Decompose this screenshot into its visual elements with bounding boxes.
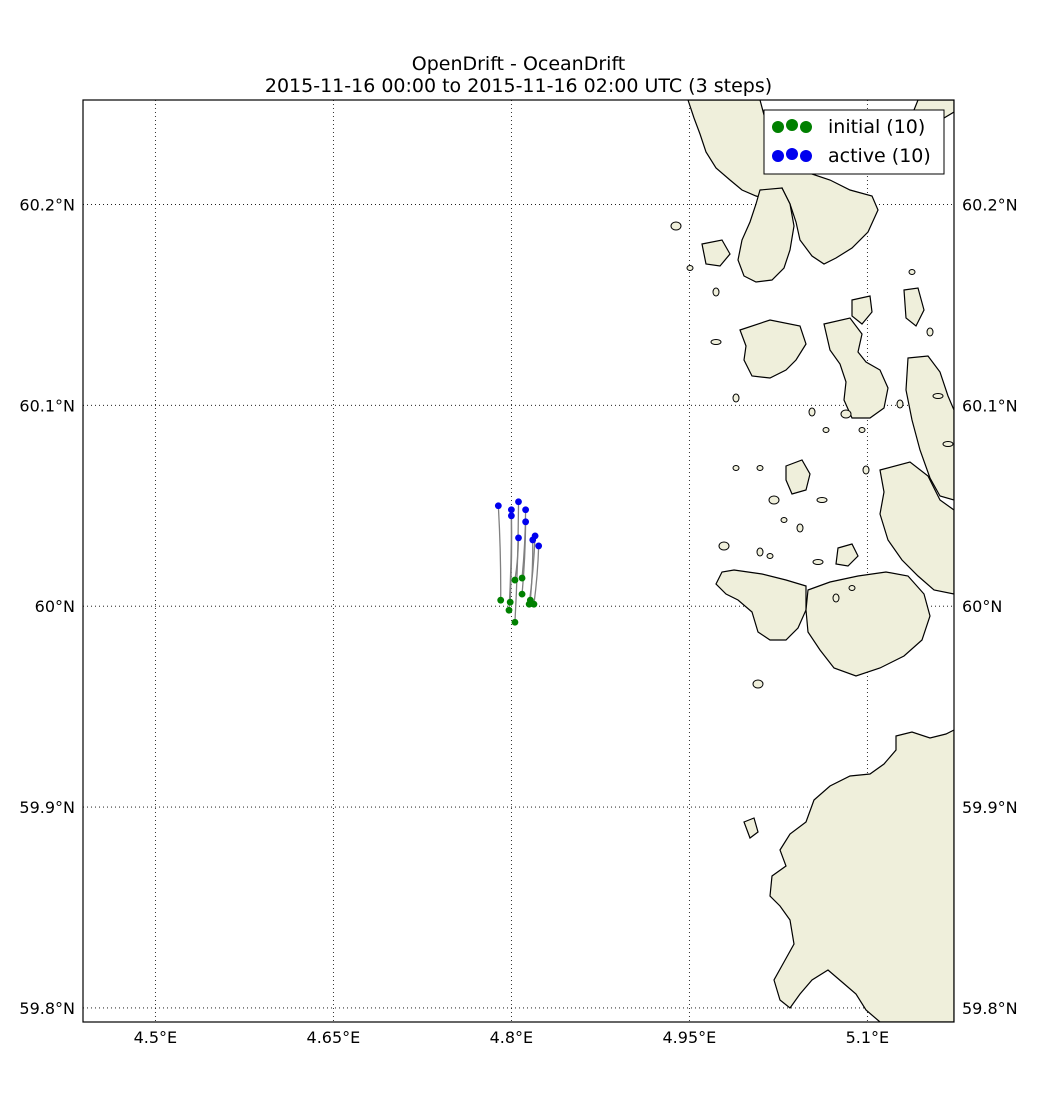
islet (848, 585, 856, 591)
islet (942, 441, 954, 447)
y-tick-label-left: 59.8°N (19, 999, 75, 1018)
active-point (535, 542, 543, 550)
islet (832, 593, 840, 603)
y-tick-label-right: 59.9°N (962, 798, 1018, 817)
y-tick-label-left: 60.2°N (19, 195, 75, 214)
islet (768, 495, 780, 505)
islet (756, 465, 764, 471)
land-polygon (769, 729, 954, 1022)
trajectory-line (521, 521, 527, 595)
land-polygon (905, 355, 954, 501)
islet (796, 523, 804, 533)
land-polygon (701, 239, 731, 267)
y-tick-label-right: 60°N (962, 597, 1002, 616)
particle-markers (494, 498, 543, 626)
land-polygon (903, 287, 925, 327)
islet (756, 547, 764, 557)
x-tick-label: 4.8°E (490, 1028, 534, 1047)
islet (766, 553, 774, 559)
islet (812, 559, 824, 565)
islet (732, 465, 740, 471)
plot-frame (82, 99, 955, 1023)
active-point (522, 506, 530, 514)
chart-title: OpenDrift - OceanDrift (411, 53, 626, 75)
islet (686, 265, 694, 271)
legend-marker (800, 150, 812, 162)
land-polygon (785, 459, 811, 495)
land-polygon (879, 461, 954, 595)
land-polygon (737, 187, 795, 283)
initial-point (505, 606, 513, 614)
x-tick-label: 4.65°E (307, 1028, 361, 1047)
active-point (531, 532, 539, 540)
islet (908, 269, 916, 275)
legend-marker (786, 119, 798, 131)
trajectory-line (497, 505, 502, 601)
initial-point (506, 598, 514, 606)
land-polygon (805, 571, 931, 677)
active-point (522, 518, 530, 526)
x-tick-label: 5.1°E (846, 1028, 890, 1047)
islet (822, 427, 830, 433)
axis-ticks: 4.5°E 4.65°E 4.8°E 4.95°E 5.1°E 59.8°N 59.8°N 5… (19, 195, 1017, 1047)
islet (752, 679, 764, 689)
x-tick-label: 4.5°E (134, 1028, 178, 1047)
x-tick-label: 4.95°E (663, 1028, 717, 1047)
initial-point (518, 590, 526, 598)
y-tick-label-right: 59.8°N (962, 999, 1018, 1018)
islet (862, 465, 870, 475)
islet (858, 427, 866, 433)
islet (712, 287, 720, 297)
legend-marker (772, 150, 784, 162)
islet (710, 339, 722, 345)
legend-label-active: active (10) (828, 145, 931, 167)
islet (808, 407, 816, 417)
active-point (507, 506, 515, 514)
initial-point (497, 596, 505, 604)
islet (718, 541, 730, 551)
islet (896, 399, 904, 409)
y-tick-label-left: 59.9°N (19, 798, 75, 817)
initial-point (511, 618, 519, 626)
legend-marker (772, 121, 784, 133)
islet (670, 221, 682, 231)
initial-point (530, 600, 538, 608)
initial-point (525, 600, 533, 608)
y-tick-label-right: 60.2°N (962, 195, 1018, 214)
islet (932, 393, 944, 399)
initial-point (518, 574, 526, 582)
islet (926, 327, 934, 337)
legend-marker (800, 121, 812, 133)
active-point (494, 502, 502, 510)
trajectory-line (533, 545, 540, 605)
land-polygon (851, 295, 873, 325)
land-polygon (835, 543, 859, 567)
chart-subtitle: 2015-11-16 00:00 to 2015-11-16 02:00 UTC… (264, 75, 773, 97)
islet (780, 517, 788, 523)
islet (816, 497, 828, 503)
land-polygons (670, 100, 954, 1022)
legend-label-initial: initial (10) (828, 116, 925, 138)
legend-marker (786, 148, 798, 160)
land-polygon (743, 817, 759, 839)
islet (732, 393, 740, 403)
land-polygon (823, 317, 889, 419)
active-point (515, 498, 522, 506)
land-polygon (739, 319, 807, 379)
y-tick-label-left: 60°N (35, 597, 75, 616)
islet (840, 409, 852, 419)
legend: initial (10) active (10) (763, 109, 945, 175)
land-polygon (715, 569, 807, 641)
y-tick-label-right: 60.1°N (962, 396, 1018, 415)
trajectory-line (514, 537, 520, 581)
active-point (515, 534, 522, 542)
active-point (507, 512, 515, 520)
initial-point (511, 576, 519, 584)
y-tick-label-left: 60.1°N (19, 396, 75, 415)
